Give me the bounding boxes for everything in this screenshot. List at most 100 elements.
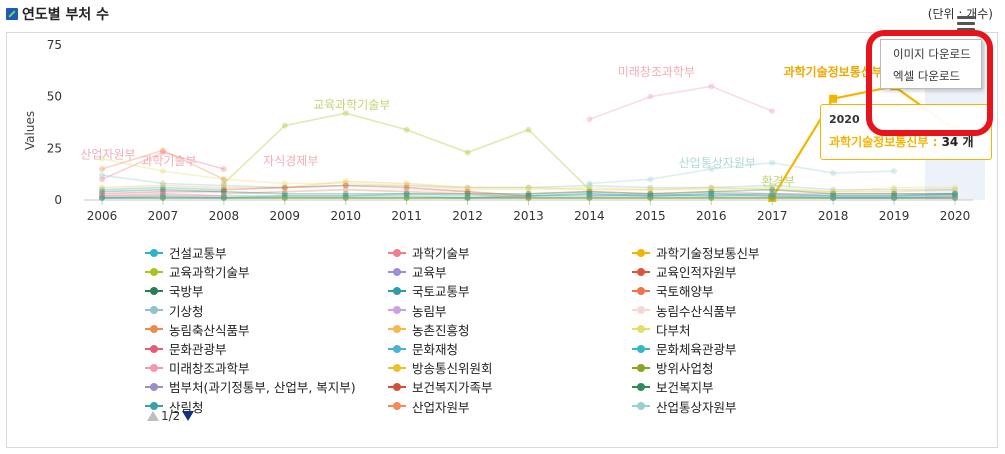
data-point[interactable] [403,186,410,193]
data-point[interactable] [830,188,837,195]
data-point[interactable] [464,194,471,201]
data-point[interactable] [403,126,410,133]
data-point[interactable] [891,194,898,201]
data-point[interactable] [952,190,958,197]
data-point[interactable] [281,194,288,201]
data-point[interactable] [830,194,837,201]
legend-item[interactable]: 문화관광부 [145,339,227,358]
data-point[interactable] [403,190,410,197]
data-point[interactable] [220,194,227,201]
data-point[interactable] [586,116,593,123]
data-point[interactable] [708,194,715,201]
data-point[interactable] [342,110,349,117]
data-point[interactable] [281,180,288,187]
data-point[interactable] [708,188,715,195]
data-point[interactable] [647,184,654,191]
data-point[interactable] [342,178,349,185]
data-point[interactable] [525,194,532,201]
data-point[interactable] [891,192,898,199]
data-point[interactable] [99,194,105,201]
data-point[interactable] [769,159,776,166]
data-point[interactable] [891,192,898,199]
data-point[interactable] [342,190,349,197]
data-point[interactable] [525,194,532,201]
data-point[interactable] [525,192,532,199]
data-point[interactable] [586,186,593,193]
data-point[interactable] [525,192,532,199]
data-point[interactable] [891,194,898,201]
data-point[interactable] [464,194,471,201]
data-point[interactable] [830,192,837,199]
legend-item[interactable]: 농림수산식품부 [632,301,737,320]
data-point[interactable] [159,186,166,193]
legend-item[interactable]: 방송통신위원회 [388,358,493,377]
data-point[interactable] [708,192,715,199]
data-point[interactable] [159,184,166,191]
data-point[interactable] [464,190,471,197]
data-point[interactable] [586,182,593,189]
data-point[interactable] [708,190,715,197]
data-point[interactable] [891,192,898,199]
data-point[interactable] [586,190,593,197]
data-point[interactable] [342,186,349,193]
data-point[interactable] [769,108,776,115]
legend-item[interactable]: 과학기술정보통신부 [632,243,760,262]
data-point[interactable] [342,194,349,201]
data-point[interactable] [403,194,410,201]
data-point[interactable] [220,194,227,201]
data-point[interactable] [281,122,288,129]
data-point[interactable] [952,192,958,199]
data-point[interactable] [342,186,349,193]
data-point[interactable] [403,182,410,189]
data-point[interactable] [220,192,227,199]
data-point[interactable] [281,194,288,201]
data-point[interactable] [769,186,776,193]
data-point[interactable] [525,184,532,191]
data-point[interactable] [281,194,288,201]
data-point[interactable] [830,194,837,201]
data-point[interactable] [952,194,958,201]
data-point[interactable] [99,190,105,197]
data-point[interactable] [99,188,105,195]
data-point[interactable] [525,192,532,199]
data-point[interactable] [647,192,654,199]
data-point[interactable] [647,176,654,183]
data-point[interactable] [403,194,410,201]
data-point[interactable] [586,194,593,201]
data-point[interactable] [464,186,471,193]
data-point[interactable] [830,194,837,201]
data-point[interactable] [403,190,410,197]
data-point[interactable] [647,194,654,201]
data-point[interactable] [769,190,776,197]
data-point[interactable] [952,184,958,191]
legend-item[interactable]: 교육과학기술부 [145,262,250,281]
data-point[interactable] [952,190,958,197]
data-point[interactable] [830,190,837,197]
data-point[interactable] [647,194,654,201]
data-point[interactable] [464,149,471,156]
data-point[interactable] [708,166,715,172]
data-point[interactable] [220,176,227,183]
data-point[interactable] [647,190,654,197]
data-point[interactable] [464,194,471,201]
data-point[interactable] [281,184,288,191]
legend-item[interactable]: 기상청 [145,301,204,320]
data-point[interactable] [403,184,410,191]
data-point[interactable] [708,194,715,201]
data-point[interactable] [403,182,410,189]
data-point[interactable] [403,192,410,199]
data-point[interactable] [99,194,105,201]
menu-item-download-image[interactable]: 이미지 다운로드 [893,47,971,61]
data-point[interactable] [220,166,227,172]
legend-item[interactable]: 산림청 [145,397,204,416]
data-point[interactable] [342,182,349,189]
data-point[interactable] [769,182,776,189]
data-point[interactable] [403,194,410,201]
data-point[interactable] [769,186,776,193]
data-point[interactable] [891,190,898,197]
data-point[interactable] [99,194,105,201]
data-point[interactable] [830,194,837,201]
data-point[interactable] [99,194,105,201]
data-point[interactable] [525,126,532,133]
data-point[interactable] [220,184,227,191]
